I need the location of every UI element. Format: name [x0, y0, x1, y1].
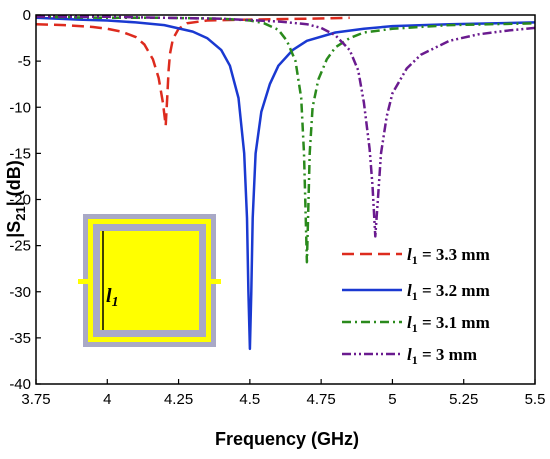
legend-label-sub: 1	[412, 289, 418, 303]
y-axis-title-sub: 21	[13, 206, 28, 220]
inset-inner-patch	[100, 231, 199, 330]
y-tick-label: -5	[18, 53, 31, 70]
y-tick-label: -20	[9, 192, 31, 209]
legend-label-3: l1 = 3.1 mm	[407, 313, 490, 335]
x-tick-label: 5.5	[525, 391, 546, 408]
x-tick-label: 4.5	[239, 391, 260, 408]
y-tick-label: -15	[9, 145, 31, 162]
y-tick-label: -30	[9, 284, 31, 301]
x-axis-title: Frequency (GHz)	[215, 429, 359, 449]
y-axis-title-tail: | (dB)	[4, 160, 24, 206]
legend-label-value: = 3 mm	[418, 345, 477, 364]
legend-label-value: = 3.2 mm	[418, 281, 490, 300]
inset-structure-figure: l1	[78, 214, 221, 347]
series-line-1	[36, 16, 350, 127]
x-tick-label: 5	[388, 391, 396, 408]
x-tick-label: 4.75	[307, 391, 336, 408]
legend-label-4: l1 = 3 mm	[407, 345, 477, 367]
y-tick-label: -25	[9, 238, 31, 255]
x-tick-label: 4	[103, 391, 111, 408]
legend-label-sub: 1	[412, 321, 418, 335]
legend-label-value: = 3.1 mm	[418, 313, 490, 332]
legend-label-sub: 1	[412, 253, 418, 267]
inset-feed-right	[211, 279, 221, 284]
series-line-4	[36, 15, 535, 238]
legend-label-sym: l	[407, 313, 412, 332]
legend-label-sym: l	[407, 345, 412, 364]
y-axis-title: |S21| (dB)	[4, 160, 28, 238]
plot-frame	[35, 14, 536, 385]
axis-ticks: 3.75 4 4.25 4.5 4.75 5 5.25 5.5 0 -5 -10 -15 -20 -25 -…	[9, 7, 545, 408]
series-line-3	[36, 15, 535, 264]
legend-label-sub: 1	[412, 353, 418, 367]
legend-label-2: l1 = 3.2 mm	[407, 281, 490, 303]
y-tick-label: -10	[9, 99, 31, 116]
x-tick-label: 5.25	[449, 391, 478, 408]
y-axis-title-main: |S	[4, 221, 24, 238]
y-tick-label: -35	[9, 330, 31, 347]
x-tick-label: 4.25	[164, 391, 193, 408]
y-tick-label: 0	[23, 7, 31, 24]
inset-label-sub: 1	[112, 295, 119, 310]
series-line-2	[36, 16, 535, 351]
legend-label-sym: l	[407, 245, 412, 264]
series-layer	[36, 15, 535, 351]
inset-label-sym: l	[106, 285, 112, 307]
x-tick-label: 3.75	[21, 391, 50, 408]
y-tick-label: -40	[9, 376, 31, 393]
legend-label-value: = 3.3 mm	[418, 245, 490, 264]
legend-label-sym: l	[407, 281, 412, 300]
inset-feed-left	[78, 279, 88, 284]
inset-l1-label: l1	[106, 285, 119, 310]
legend-label-1: l1 = 3.3 mm	[407, 245, 490, 267]
